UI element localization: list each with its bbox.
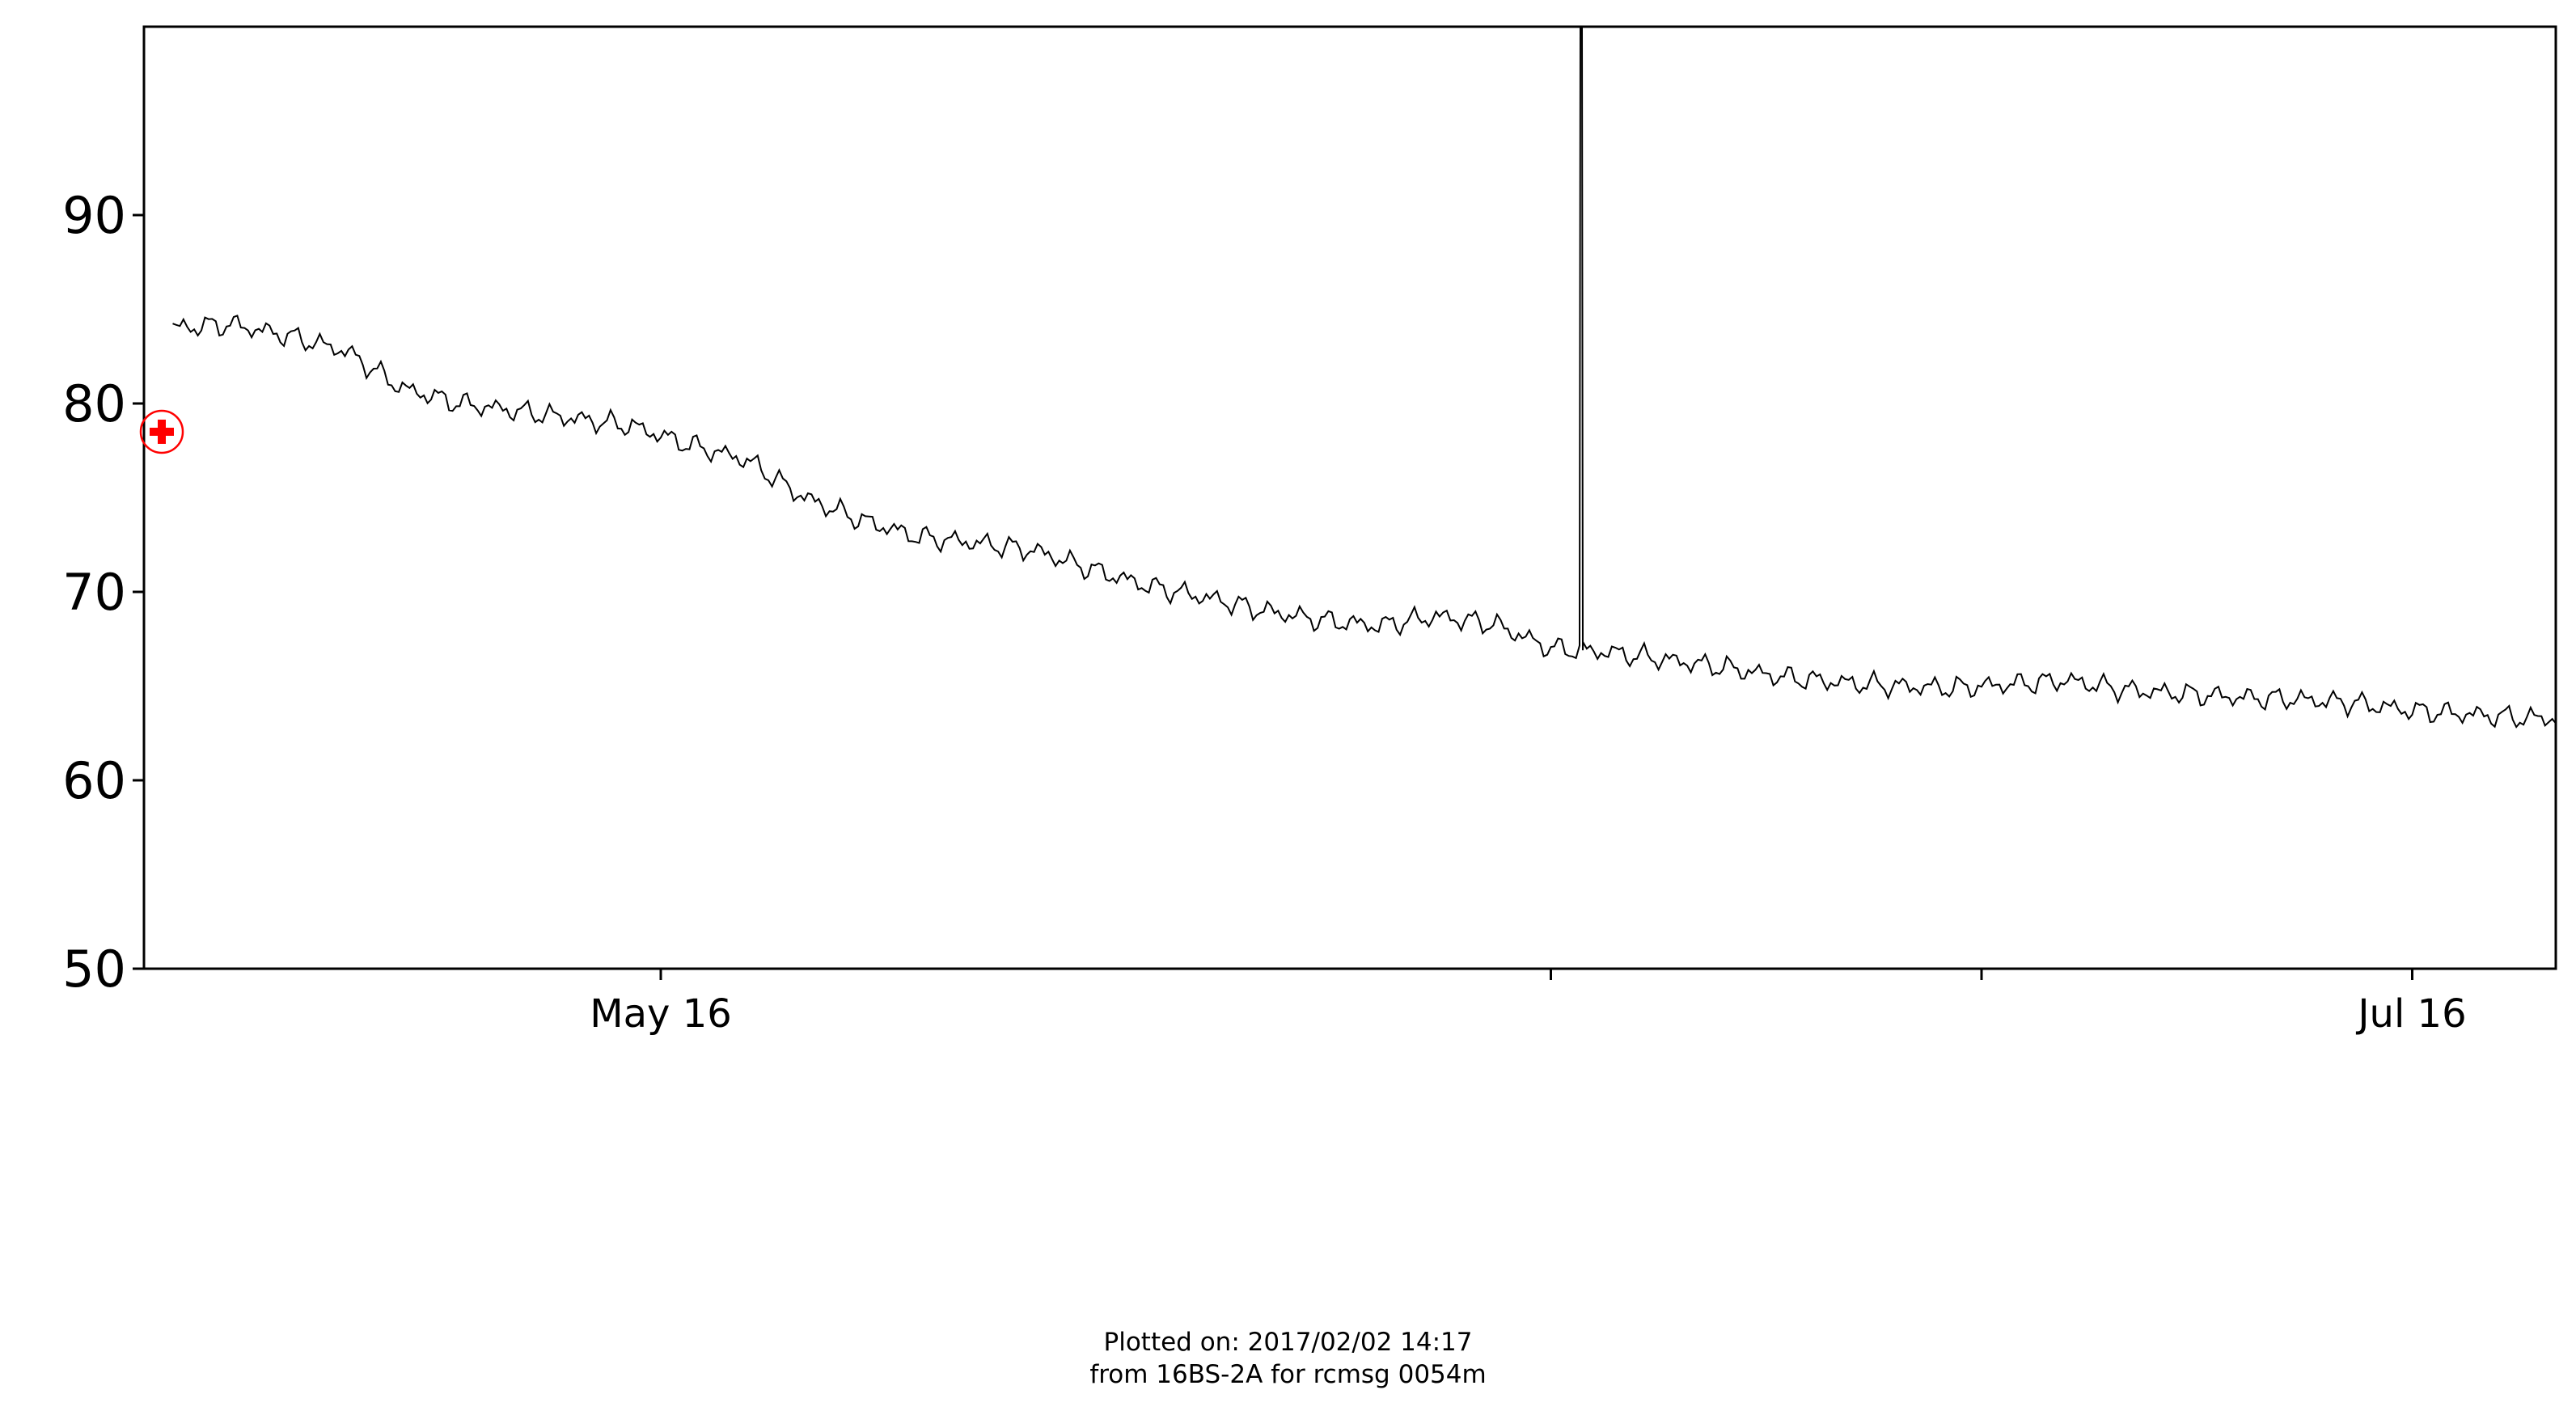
marker-layer <box>139 409 184 454</box>
plot-frame <box>142 25 2557 970</box>
x-tick-label: May 16 <box>590 991 732 1037</box>
y-tick-label: 50 <box>62 940 126 999</box>
series-layer <box>172 26 2557 729</box>
footer-source: from 16BS-2A for rcmsg 0054m <box>1089 1360 1487 1389</box>
x-tick-label: Jul 16 <box>2355 991 2466 1037</box>
y-axis: 50 60 70 80 90 <box>62 186 144 999</box>
y-tick-label: 90 <box>62 186 126 245</box>
plot-area <box>139 25 2557 970</box>
y-tick-label: 70 <box>62 563 126 622</box>
marker-ring <box>139 409 184 454</box>
footer-plotted-on: Plotted on: 2017/02/02 14:17 <box>1103 1328 1473 1357</box>
marker-point <box>139 409 184 454</box>
x-axis: May 16 Jul 16 <box>590 969 2467 1037</box>
series-line <box>172 26 2557 729</box>
marker-cross-v <box>158 419 166 444</box>
y-tick-label: 60 <box>62 751 126 810</box>
y-tick-label: 80 <box>62 374 126 433</box>
